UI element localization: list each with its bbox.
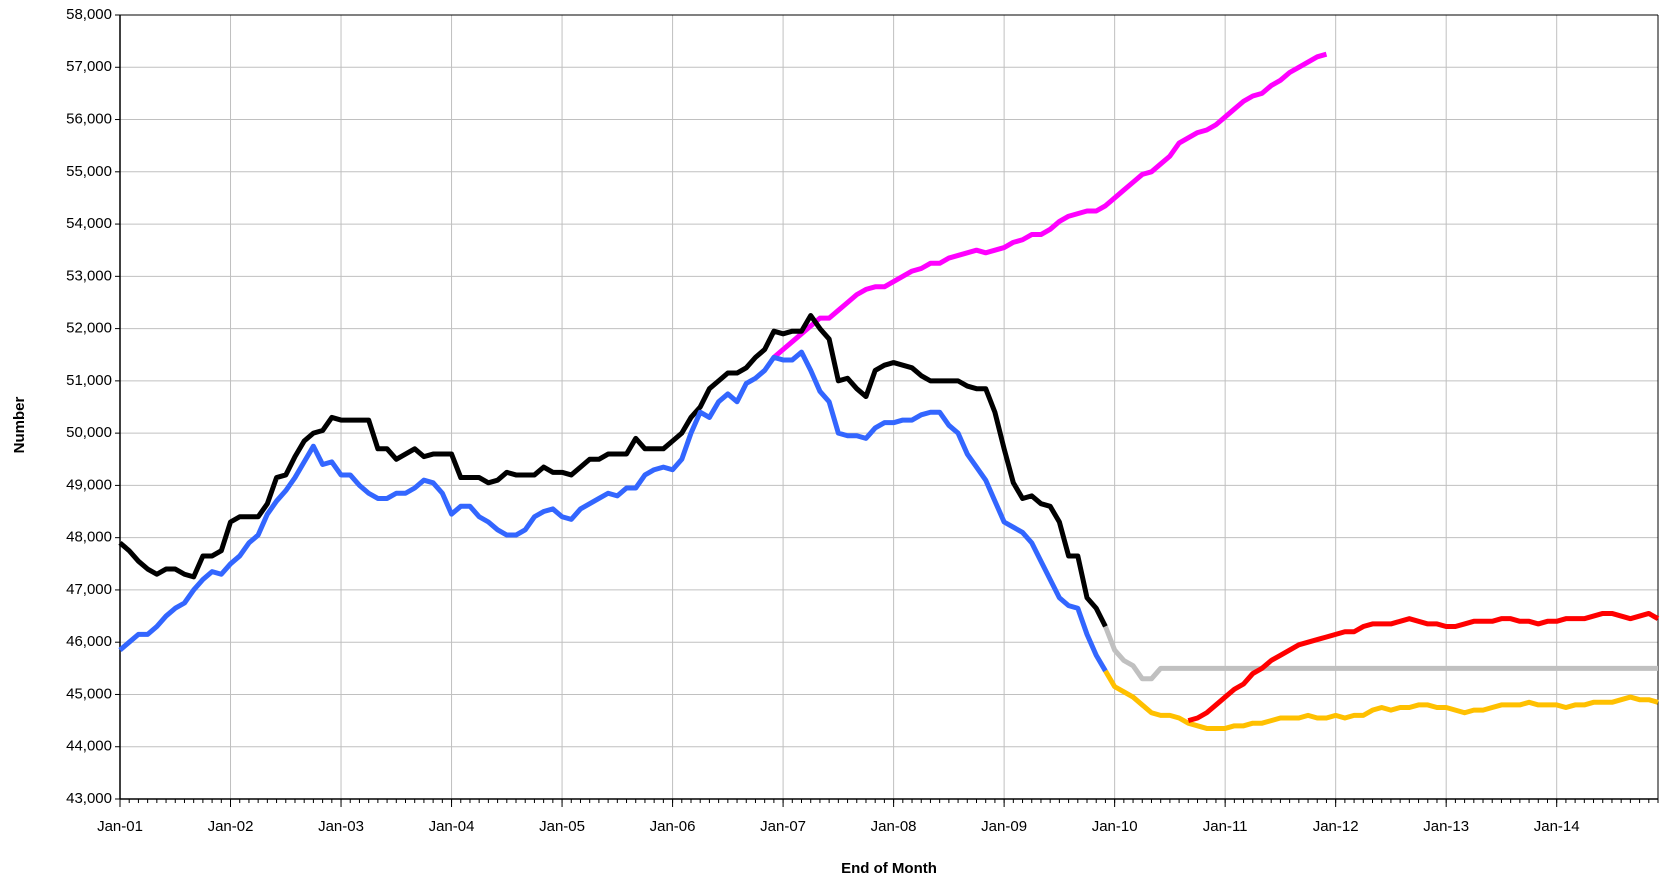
y-tick-label: 58,000 <box>66 6 112 23</box>
y-tick-label: 52,000 <box>66 320 112 337</box>
y-tick-label: 46,000 <box>66 633 112 650</box>
series-line <box>118 313 1108 628</box>
y-tick-label: 55,000 <box>66 163 112 180</box>
x-tick-label: Jan-13 <box>1423 818 1469 835</box>
x-tick-label: Jan-01 <box>97 818 143 835</box>
x-tick-label: Jan-05 <box>539 818 585 835</box>
y-tick-label: 57,000 <box>66 58 112 75</box>
x-tick-label: Jan-11 <box>1203 818 1248 835</box>
y-tick-label: 54,000 <box>66 215 112 232</box>
x-axis-title: End of Month <box>841 860 937 877</box>
series-line <box>1103 625 1658 682</box>
y-tick-label: 47,000 <box>66 581 112 598</box>
series-line <box>118 349 1108 673</box>
y-tick-label: 56,000 <box>66 111 112 128</box>
series-line <box>1187 610 1660 724</box>
x-tick-label: Jan-04 <box>429 818 475 835</box>
y-tick-label: 43,000 <box>66 790 112 807</box>
x-tick-label: Jan-07 <box>760 818 806 835</box>
y-tick-label: 51,000 <box>66 372 112 389</box>
x-tick-label: Jan-02 <box>208 818 254 835</box>
x-tick-label: Jan-03 <box>318 818 364 835</box>
y-tick-label: 50,000 <box>66 424 112 441</box>
y-tick-label: 45,000 <box>66 685 112 702</box>
x-tick-label: Jan-08 <box>871 818 917 835</box>
x-tick-label: Jan-06 <box>650 818 696 835</box>
series-line <box>1103 669 1659 731</box>
y-tick-label: 48,000 <box>66 529 112 546</box>
series-line <box>772 51 1328 360</box>
y-tick-label: 44,000 <box>66 738 112 755</box>
x-tick-label: Jan-09 <box>981 818 1027 835</box>
y-tick-label: 53,000 <box>66 267 112 284</box>
y-axis-title: Number <box>11 397 28 454</box>
x-tick-label: Jan-14 <box>1534 818 1580 835</box>
y-tick-label: 49,000 <box>66 476 112 493</box>
x-tick-label: Jan-12 <box>1313 818 1359 835</box>
x-tick-label: Jan-10 <box>1092 818 1138 835</box>
